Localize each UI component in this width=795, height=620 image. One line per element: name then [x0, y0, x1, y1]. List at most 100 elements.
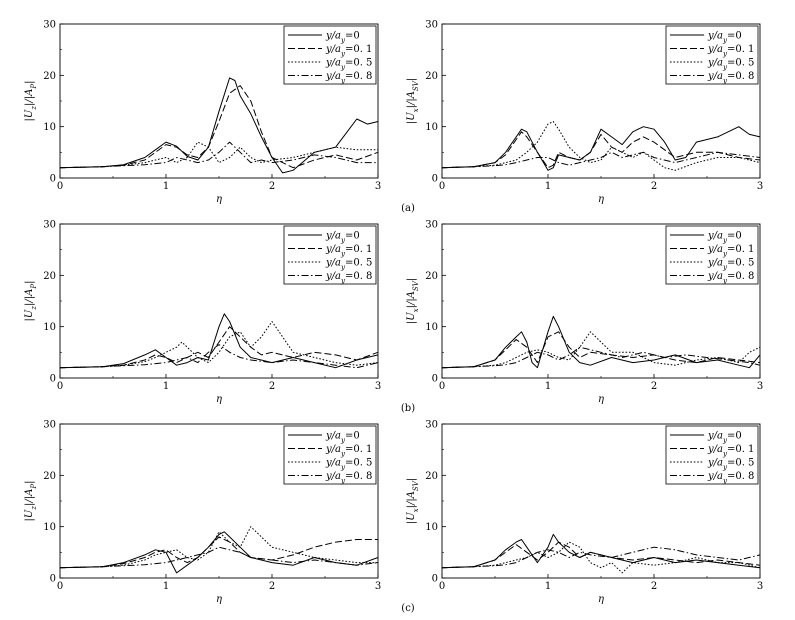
- legend-label-0: y/ay=0: [325, 431, 360, 445]
- y-tick-label: 10: [43, 322, 56, 333]
- legend-label-0: y/ay=0: [707, 231, 742, 245]
- x-tick-label: 3: [375, 381, 381, 392]
- x-tick-label: 2: [269, 381, 275, 392]
- series-line-2: [59, 321, 379, 369]
- y-tick-label: 30: [425, 20, 438, 31]
- y-tick-label: 20: [43, 71, 56, 82]
- series-line-2: [441, 121, 761, 171]
- y-tick-label: 20: [43, 271, 56, 282]
- x-axis-label: η: [598, 194, 604, 205]
- caption-b: (b): [401, 403, 415, 414]
- legend-label-2: y/ay=0. 5: [325, 258, 372, 272]
- x-tick-label: 0: [439, 581, 445, 592]
- legend-label-0: y/ay=0: [707, 431, 742, 445]
- legend-label-2: y/ay=0. 5: [707, 458, 754, 472]
- y-axis-label: |Uz|/|AP|: [24, 281, 38, 322]
- y-tick-label: 10: [43, 122, 56, 133]
- legend-label-3: y/ay=0. 8: [707, 271, 754, 285]
- legend-label-0: y/ay=0: [325, 231, 360, 245]
- legend-label-1: y/ay=0. 1: [707, 44, 754, 58]
- legend-label-1: y/ay=0. 1: [325, 244, 372, 258]
- series-line-0: [441, 315, 761, 369]
- x-tick-label: 2: [269, 581, 275, 592]
- x-axis-label: η: [216, 194, 222, 205]
- y-tick-label: 10: [425, 322, 438, 333]
- y-tick-label: 20: [425, 271, 438, 282]
- y-axis-label: |Uz|/|AP|: [24, 481, 38, 522]
- legend-box: [665, 225, 759, 285]
- y-tick-label: 10: [425, 522, 438, 533]
- series-line-2: [59, 526, 378, 569]
- legend-box: [283, 425, 377, 485]
- y-tick-label: 30: [43, 220, 56, 231]
- series-line-2: [441, 331, 761, 369]
- legend-label-2: y/ay=0. 5: [707, 58, 754, 72]
- y-tick-label: 0: [50, 574, 56, 585]
- x-tick-label: 1: [163, 581, 169, 592]
- y-tick-label: 30: [425, 220, 438, 231]
- y-tick-label: 0: [50, 374, 56, 385]
- series-line-3: [441, 546, 761, 569]
- y-axis-label: |Uz|/|AP|: [24, 81, 38, 122]
- legend-box: [283, 25, 377, 85]
- series-line-3: [441, 151, 761, 169]
- legend-box: [665, 25, 759, 85]
- legend-label-3: y/ay=0. 8: [325, 71, 372, 85]
- y-tick-label: 30: [425, 420, 438, 431]
- y-tick-label: 0: [50, 174, 56, 185]
- series-line-3: [59, 546, 379, 569]
- x-tick-label: 2: [651, 381, 657, 392]
- x-tick-label: 3: [375, 181, 381, 192]
- series-line-1: [59, 536, 378, 569]
- series-line-1: [59, 85, 379, 169]
- series-line-1: [59, 326, 379, 369]
- x-tick-label: 1: [163, 181, 169, 192]
- x-tick-label: 0: [57, 381, 63, 392]
- x-tick-label: 1: [545, 581, 551, 592]
- y-tick-label: 20: [425, 71, 438, 82]
- x-axis-label: η: [598, 394, 604, 405]
- legend: y/ay=0y/ay=0. 1y/ay=0. 5y/ay=0. 8: [283, 225, 377, 285]
- series-line-2: [441, 541, 761, 574]
- y-tick-label: 0: [432, 374, 438, 385]
- x-axis-label: η: [216, 594, 222, 605]
- y-tick-label: 30: [43, 420, 56, 431]
- captions-layer: (a) (b) (c): [401, 203, 415, 614]
- series-line-3: [59, 344, 379, 369]
- legend-label-0: y/ay=0: [325, 31, 360, 45]
- x-tick-label: 0: [439, 381, 445, 392]
- legend-label-3: y/ay=0. 8: [325, 471, 372, 485]
- x-tick-label: 1: [545, 381, 551, 392]
- x-tick-label: 0: [439, 181, 445, 192]
- y-tick-label: 10: [425, 122, 438, 133]
- y-tick-label: 0: [432, 174, 438, 185]
- legend: y/ay=0y/ay=0. 1y/ay=0. 5y/ay=0. 8: [665, 25, 759, 85]
- series-line-3: [441, 346, 761, 369]
- legend: y/ay=0y/ay=0. 1y/ay=0. 5y/ay=0. 8: [665, 225, 759, 285]
- legend: y/ay=0y/ay=0. 1y/ay=0. 5y/ay=0. 8: [283, 25, 377, 85]
- y-tick-label: 10: [43, 522, 56, 533]
- x-tick-label: 2: [269, 181, 275, 192]
- legend-label-2: y/ay=0. 5: [325, 458, 372, 472]
- legend-label-1: y/ay=0. 1: [325, 44, 372, 58]
- legend-label-1: y/ay=0. 1: [325, 444, 372, 458]
- y-tick-label: 20: [425, 471, 438, 482]
- legend-box: [283, 225, 377, 285]
- x-tick-label: 2: [651, 181, 657, 192]
- series-line-1: [441, 331, 761, 369]
- legend-box: [665, 425, 759, 485]
- y-axis-label: |Ux|/|ASV|: [406, 78, 420, 124]
- x-tick-label: 3: [757, 181, 763, 192]
- legend: y/ay=0y/ay=0. 1y/ay=0. 5y/ay=0. 8: [665, 425, 759, 485]
- y-tick-label: 0: [432, 574, 438, 585]
- y-tick-label: 30: [43, 20, 56, 31]
- legend-label-1: y/ay=0. 1: [707, 444, 754, 458]
- legend-label-3: y/ay=0. 8: [707, 71, 754, 85]
- x-tick-label: 3: [757, 581, 763, 592]
- legend-label-2: y/ay=0. 5: [325, 58, 372, 72]
